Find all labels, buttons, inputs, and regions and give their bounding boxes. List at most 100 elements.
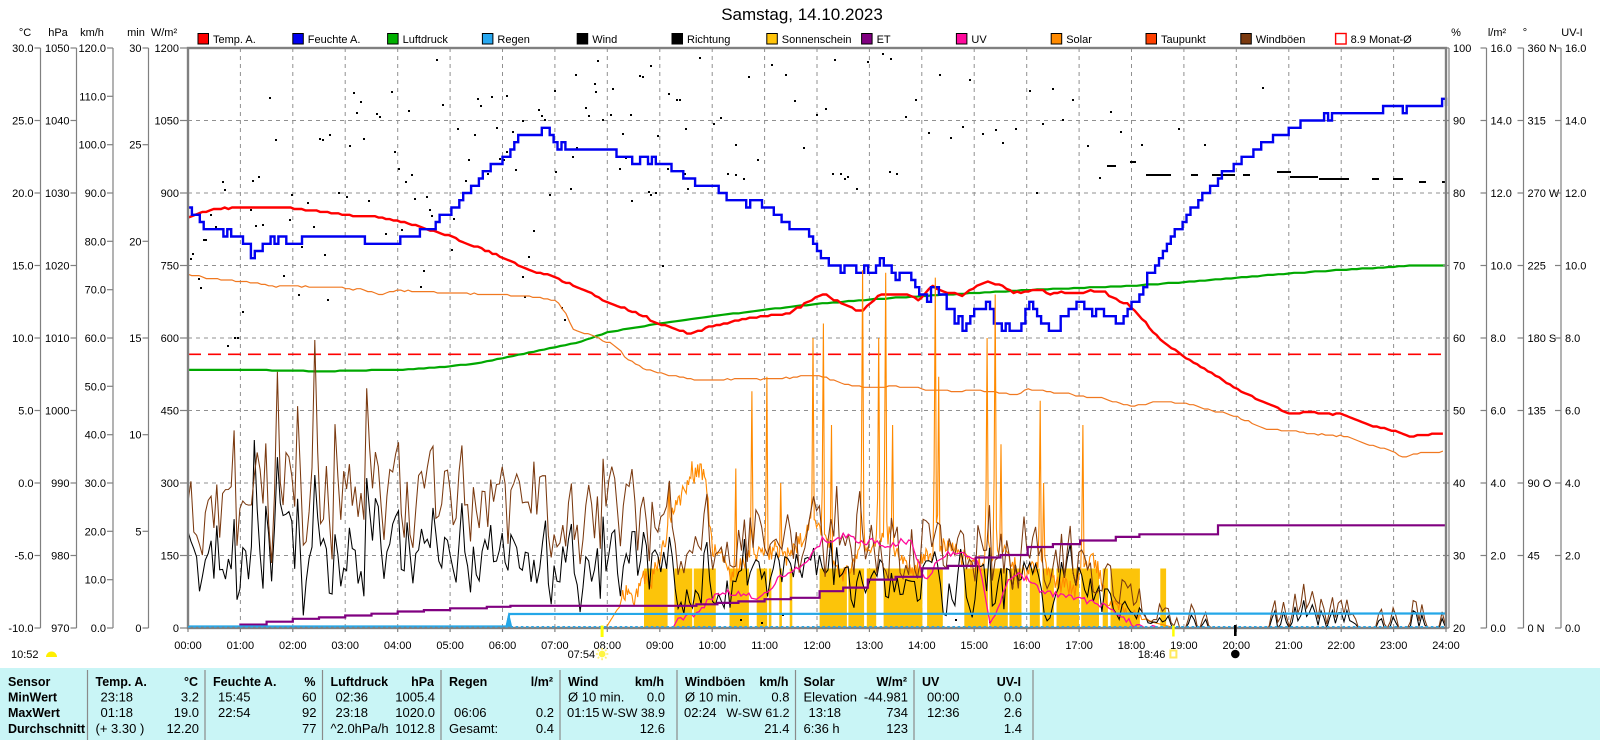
svg-text:00:00: 00:00 xyxy=(927,690,960,705)
svg-text:600: 600 xyxy=(161,333,179,345)
svg-text:1040: 1040 xyxy=(45,116,69,128)
svg-text:02:36: 02:36 xyxy=(336,690,369,705)
svg-text:1.4: 1.4 xyxy=(1004,721,1022,736)
svg-text:MinWert: MinWert xyxy=(8,691,58,705)
svg-text:3.2: 3.2 xyxy=(181,690,199,705)
svg-text:5.0: 5.0 xyxy=(18,406,33,418)
svg-text:10.0: 10.0 xyxy=(12,333,33,345)
svg-text:60: 60 xyxy=(302,690,316,705)
svg-text:Temp. A.: Temp. A. xyxy=(96,675,147,689)
svg-text:08:00: 08:00 xyxy=(594,640,622,652)
svg-text:Ø 10 min.: Ø 10 min. xyxy=(568,690,624,705)
svg-text:1000: 1000 xyxy=(45,406,69,418)
svg-text:Sensor: Sensor xyxy=(8,675,51,689)
svg-text:135: 135 xyxy=(1528,406,1546,418)
svg-text:Windböen: Windböen xyxy=(685,675,745,689)
svg-text:150: 150 xyxy=(161,551,179,563)
svg-text:1010: 1010 xyxy=(45,333,69,345)
svg-text:10.0: 10.0 xyxy=(85,575,106,587)
svg-text:180 S: 180 S xyxy=(1528,333,1557,345)
svg-text:Solar: Solar xyxy=(804,675,835,689)
svg-text:18:46: 18:46 xyxy=(1138,649,1166,661)
svg-text:23:18: 23:18 xyxy=(336,705,369,720)
svg-text:hPa: hPa xyxy=(411,675,435,689)
svg-text:0.0: 0.0 xyxy=(1491,623,1506,635)
svg-text:980: 980 xyxy=(51,551,69,563)
svg-text:13:18: 13:18 xyxy=(809,705,842,720)
svg-text:09:00: 09:00 xyxy=(646,640,674,652)
svg-text:22:54: 22:54 xyxy=(218,705,251,720)
svg-text:120.0: 120.0 xyxy=(78,43,106,55)
svg-text:16:00: 16:00 xyxy=(1013,640,1041,652)
svg-text:15.0: 15.0 xyxy=(12,261,33,273)
svg-text:900: 900 xyxy=(161,188,179,200)
svg-text:W/m²: W/m² xyxy=(876,675,907,689)
svg-text:25: 25 xyxy=(129,140,141,152)
svg-text:90.0: 90.0 xyxy=(85,188,106,200)
svg-text:Luftdruck: Luftdruck xyxy=(403,34,449,46)
svg-text:0: 0 xyxy=(135,623,141,635)
svg-text:6.0: 6.0 xyxy=(1491,406,1506,418)
svg-text:30: 30 xyxy=(1453,551,1465,563)
svg-text:-10.0: -10.0 xyxy=(8,623,33,635)
svg-text:1050: 1050 xyxy=(45,43,69,55)
svg-text:0 N: 0 N xyxy=(1528,623,1545,635)
svg-text:60.0: 60.0 xyxy=(85,333,106,345)
svg-text:750: 750 xyxy=(161,261,179,273)
svg-text:Richtung: Richtung xyxy=(687,34,730,46)
svg-text:W-SW 38.9: W-SW 38.9 xyxy=(602,706,665,720)
svg-text:Gesamt:: Gesamt: xyxy=(449,721,498,736)
svg-text:40: 40 xyxy=(1453,478,1465,490)
svg-text:Durchschnitt: Durchschnitt xyxy=(8,722,86,736)
svg-text:23:00: 23:00 xyxy=(1380,640,1408,652)
svg-text:19.0: 19.0 xyxy=(174,705,199,720)
svg-text:Elevation: Elevation xyxy=(804,690,857,705)
svg-text:km/h: km/h xyxy=(635,675,664,689)
svg-text:-5.0: -5.0 xyxy=(15,551,34,563)
svg-text:734: 734 xyxy=(886,705,908,720)
svg-text:l/m²: l/m² xyxy=(1488,27,1507,39)
svg-text:01:18: 01:18 xyxy=(101,705,134,720)
svg-text:12.0: 12.0 xyxy=(1565,188,1586,200)
svg-text:10: 10 xyxy=(129,430,141,442)
svg-text:70.0: 70.0 xyxy=(85,285,106,297)
svg-text:04:00: 04:00 xyxy=(384,640,412,652)
svg-text:MaxWert: MaxWert xyxy=(8,706,61,720)
svg-text:80: 80 xyxy=(1453,188,1465,200)
svg-text:100: 100 xyxy=(1453,43,1471,55)
svg-text:16.0: 16.0 xyxy=(1491,43,1512,55)
svg-text:15: 15 xyxy=(129,333,141,345)
svg-text:0: 0 xyxy=(173,623,179,635)
svg-text:hPa: hPa xyxy=(48,27,68,39)
svg-text:Temp. A.: Temp. A. xyxy=(213,34,256,46)
svg-text:W-SW 61.2: W-SW 61.2 xyxy=(726,706,789,720)
svg-text:(+ 3.30 ): (+ 3.30 ) xyxy=(96,721,145,736)
svg-text:0.4: 0.4 xyxy=(536,721,554,736)
svg-text:06:00: 06:00 xyxy=(489,640,517,652)
svg-text:Wind: Wind xyxy=(592,34,617,46)
svg-text:315: 315 xyxy=(1528,116,1546,128)
svg-text:6.0: 6.0 xyxy=(1565,406,1580,418)
svg-text:6:36 h: 6:36 h xyxy=(804,721,840,736)
svg-text:Windböen: Windböen xyxy=(1256,34,1306,46)
svg-text:19:00: 19:00 xyxy=(1170,640,1198,652)
svg-text:100.0: 100.0 xyxy=(78,140,106,152)
svg-text:14.0: 14.0 xyxy=(1565,116,1586,128)
svg-text:km/h: km/h xyxy=(759,675,788,689)
svg-text:16.0: 16.0 xyxy=(1565,43,1586,55)
svg-text:70: 70 xyxy=(1453,261,1465,273)
svg-text:01:15: 01:15 xyxy=(567,705,600,720)
svg-text:20.0: 20.0 xyxy=(85,526,106,538)
svg-text:05:00: 05:00 xyxy=(436,640,464,652)
svg-text:0.0: 0.0 xyxy=(1565,623,1580,635)
svg-text:45: 45 xyxy=(1528,551,1540,563)
svg-text:225: 225 xyxy=(1528,261,1546,273)
svg-text:20: 20 xyxy=(1453,623,1465,635)
svg-text:02:24: 02:24 xyxy=(684,705,717,720)
svg-text:30.0: 30.0 xyxy=(12,43,33,55)
svg-text:8.0: 8.0 xyxy=(1565,333,1580,345)
svg-text:123: 123 xyxy=(886,721,908,736)
svg-text:Luftdruck: Luftdruck xyxy=(331,675,389,689)
svg-text:80.0: 80.0 xyxy=(85,236,106,248)
svg-text:01:00: 01:00 xyxy=(227,640,255,652)
